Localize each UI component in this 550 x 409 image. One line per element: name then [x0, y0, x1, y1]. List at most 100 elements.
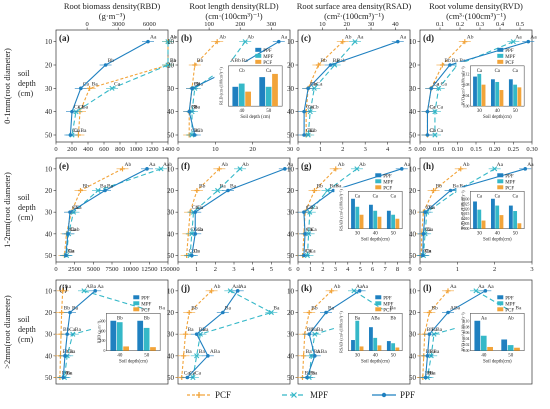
significance-label: Bb — [197, 58, 204, 64]
significance-label: Cb — [197, 128, 204, 134]
y-tick-label: 50 — [167, 132, 175, 140]
inset-legend-label: MPF — [505, 55, 515, 60]
y-tick-label: 10 — [287, 287, 295, 295]
y-tick-label: 40 — [409, 230, 417, 238]
inset-bar — [481, 220, 486, 229]
data-point — [193, 232, 198, 236]
significance-label: Ca — [312, 205, 319, 211]
series-ppf: Aa Ba Ba ABa Ca — [181, 284, 247, 380]
y-tick-label: 50 — [409, 374, 417, 382]
significance-label: Ba — [311, 371, 318, 377]
significance-label: Ca — [74, 128, 81, 134]
significance-label: Ca — [69, 249, 76, 255]
x-tick-label: 0 — [176, 146, 179, 153]
significance-label: Ca — [429, 105, 436, 111]
inset-significance-label: Ca — [495, 194, 501, 199]
significance-label: Bb — [311, 306, 318, 312]
significance-label: Ca — [194, 249, 201, 255]
inset-category-label: 40 — [373, 354, 379, 359]
significance-label: Ca — [311, 227, 318, 233]
significance-label: Ca — [68, 249, 75, 255]
inset-xlabel: Soil depth(cm) — [361, 238, 390, 243]
significance-label: Ca — [309, 249, 316, 255]
significance-label: Ca — [189, 371, 196, 377]
data-point — [182, 331, 188, 337]
y-tick-label: 40 — [409, 352, 417, 360]
data-point — [354, 166, 360, 172]
significance-label: Ab — [463, 162, 470, 168]
significance-label: Ca — [67, 349, 74, 355]
significance-label: Ca — [433, 81, 440, 87]
inset-y-tick-label: 0.005 — [461, 222, 470, 226]
significance-label: Ba — [75, 327, 82, 333]
x-tick-label: 0 — [54, 266, 57, 273]
significance-label: ABb — [230, 58, 241, 64]
significance-label: Ab — [338, 162, 345, 168]
significance-label: Aa — [515, 35, 522, 41]
significance-label: Ba — [273, 306, 280, 312]
inset-frame — [470, 313, 525, 351]
significance-label: Cb — [310, 81, 317, 87]
inset-bar — [137, 320, 144, 351]
significance-label: Ba — [69, 349, 76, 355]
y-tick-label: 40 — [167, 352, 175, 360]
significance-label: Bb — [436, 184, 443, 190]
inset-y-tick-label: 0.04 — [463, 337, 470, 341]
significance-label: Ba — [170, 58, 177, 64]
inset-bar — [116, 322, 123, 351]
data-point — [446, 310, 450, 315]
data-point — [235, 289, 240, 293]
inset-y-tick-label: 0.010 — [461, 217, 470, 221]
inset-legend-label: PPF — [263, 49, 272, 54]
significance-label: Cb — [310, 128, 317, 134]
column-header-unit: (g·m⁻³) — [99, 11, 126, 21]
y-tick-label: 20 — [409, 187, 417, 195]
inset-xlabel: Soil depth(cm) — [119, 360, 148, 365]
y-tick-label: 50 — [287, 132, 295, 140]
y-tick-label: 40 — [287, 352, 295, 360]
significance-label: Ba — [225, 306, 232, 312]
data-point — [311, 85, 317, 91]
significance-label: Ca — [196, 205, 203, 211]
significance-label: Ba — [313, 349, 320, 355]
significance-label: Aa — [400, 35, 407, 41]
data-point — [429, 86, 434, 91]
data-point — [206, 354, 210, 358]
y-tick-label: 50 — [287, 252, 295, 260]
inset-bar — [491, 79, 495, 107]
significance-label: Ca — [191, 128, 198, 134]
x-top-tick-label: 0 — [85, 21, 88, 28]
x-top-tick-label: 40 — [392, 21, 399, 28]
inset-y-tick-label: 0.08 — [463, 83, 470, 87]
significance-label: Ba — [82, 105, 89, 111]
x-tick-label: 1 — [195, 266, 198, 273]
significance-label: Aa — [97, 284, 104, 290]
series-line — [186, 168, 220, 256]
column-header-title: Root length density(RLD) — [189, 1, 278, 11]
significance-label: Ca — [316, 81, 323, 87]
panel-frame — [177, 279, 291, 385]
x-tick-label: 1 — [309, 266, 312, 273]
inset-bar — [501, 339, 508, 351]
inset-legend-swatch — [255, 59, 262, 64]
inset-significance-label: Ca — [513, 69, 519, 74]
significance-label: Ba — [306, 349, 313, 355]
x-tick-label: 4 — [251, 266, 255, 273]
series-line — [305, 41, 344, 135]
significance-label: Ca — [70, 227, 77, 233]
inset-ylabel: RLD (cm·(100cm³)⁻¹) — [218, 67, 223, 105]
y-tick-label: 30 — [45, 85, 53, 93]
y-tick-label: 30 — [409, 331, 417, 339]
inset-chart: 30 Ca 40 Ca 50 Ca Soil depth(cm) RVD (cm³·(100c… — [456, 47, 529, 121]
inset-bar — [377, 216, 382, 229]
x-tick-label: 0.20 — [489, 146, 500, 153]
x-tick-label: 1 — [319, 146, 322, 153]
panel-frame — [297, 157, 411, 263]
inset-legend-swatch — [497, 185, 504, 190]
